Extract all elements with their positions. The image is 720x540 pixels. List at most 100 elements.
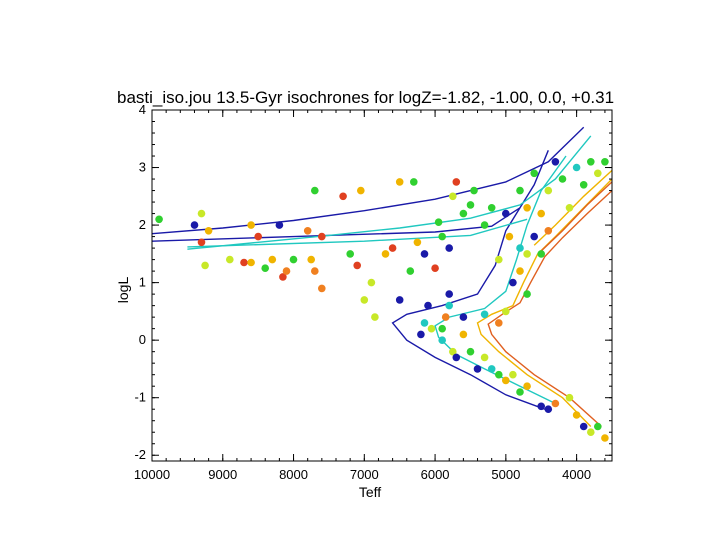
- x-tick-label: 10000: [134, 467, 170, 482]
- x-tick-label: 9000: [208, 467, 237, 482]
- star-point: [565, 204, 574, 212]
- star-point: [445, 301, 454, 310]
- star-point: [410, 178, 418, 186]
- star-point: [470, 186, 478, 195]
- star-point: [395, 178, 404, 186]
- star-point: [346, 250, 355, 258]
- star-point: [495, 255, 503, 264]
- star-point: [537, 402, 545, 411]
- star-point: [487, 365, 496, 373]
- star-point: [572, 163, 581, 172]
- star-point: [509, 370, 517, 379]
- star-point: [438, 232, 447, 241]
- star-point: [516, 186, 524, 195]
- star-point: [449, 192, 457, 201]
- star-point: [537, 209, 545, 218]
- isochrone-line-1-1: [187, 135, 592, 250]
- star-point: [587, 428, 595, 437]
- star-point: [587, 158, 595, 166]
- star-point: [438, 336, 447, 345]
- isochrone-line-0-2: [151, 207, 521, 242]
- x-tick-label: 7000: [350, 467, 379, 482]
- star-point: [495, 319, 503, 327]
- x-axis-label: Teff: [359, 484, 381, 500]
- star-point: [441, 313, 450, 321]
- star-point: [420, 319, 429, 327]
- star-point: [367, 278, 376, 287]
- star-point: [523, 382, 531, 391]
- y-tick-label: 4: [139, 102, 146, 117]
- star-point: [360, 296, 369, 304]
- star-point: [551, 399, 560, 408]
- star-point: [579, 181, 588, 189]
- star-point: [303, 227, 312, 235]
- star-point: [381, 250, 390, 258]
- star-point: [406, 267, 415, 275]
- isochrone-line-3-1: [540, 181, 613, 252]
- plot-frame: [151, 109, 613, 462]
- x-tick-label: 6000: [421, 467, 450, 482]
- star-point: [572, 411, 581, 419]
- y-axis-label: logL: [115, 277, 131, 304]
- star-point: [523, 204, 531, 212]
- star-point: [353, 261, 362, 270]
- y-tick-label: -1: [134, 390, 146, 405]
- star-point: [544, 186, 553, 195]
- star-point: [420, 250, 429, 258]
- star-point: [601, 158, 609, 166]
- star-point: [311, 186, 319, 195]
- x-tick-label: 5000: [491, 467, 520, 482]
- star-point: [438, 324, 447, 333]
- star-point: [307, 255, 316, 264]
- x-tick-label: 8000: [279, 467, 308, 482]
- star-point: [357, 186, 365, 195]
- star-point: [516, 388, 524, 396]
- star-point: [318, 232, 326, 241]
- isochrone-lines: [151, 126, 613, 428]
- y-tick-label: 3: [139, 160, 146, 175]
- star-point: [452, 353, 461, 362]
- star-point: [388, 244, 397, 252]
- star-point: [424, 301, 432, 310]
- star-points: [155, 158, 609, 442]
- star-point: [480, 310, 489, 319]
- star-point: [289, 255, 298, 264]
- star-point: [502, 376, 510, 385]
- star-point: [544, 405, 553, 414]
- star-point: [505, 232, 514, 241]
- star-point: [204, 227, 213, 235]
- star-point: [413, 238, 422, 247]
- star-point: [502, 307, 510, 316]
- star-point: [530, 232, 538, 241]
- star-point: [417, 330, 425, 339]
- star-point: [523, 250, 531, 258]
- star-point: [594, 169, 602, 178]
- star-point: [565, 393, 574, 402]
- axes: 10000 9000 8000 7000 6000 5000 4000 -2 -1 0 1 2 3 4: [134, 102, 613, 482]
- isochrone-line-0-0: [391, 150, 549, 410]
- star-point: [480, 353, 489, 362]
- star-point: [452, 178, 461, 186]
- star-point: [551, 158, 560, 166]
- star-point: [579, 422, 588, 431]
- star-point: [254, 232, 262, 241]
- star-point: [558, 175, 567, 183]
- star-point: [311, 267, 319, 275]
- star-point: [466, 201, 475, 209]
- y-tick-label: 2: [139, 217, 146, 232]
- star-point: [155, 215, 163, 224]
- star-point: [480, 221, 489, 229]
- star-point: [395, 296, 404, 304]
- star-point: [190, 221, 199, 229]
- star-point: [466, 347, 475, 356]
- star-point: [487, 204, 496, 212]
- star-point: [339, 192, 347, 201]
- star-point: [530, 169, 538, 178]
- isochrone-line-3-0: [487, 190, 613, 428]
- star-point: [502, 209, 510, 218]
- star-point: [371, 313, 379, 321]
- star-point: [240, 258, 248, 267]
- star-point: [537, 250, 545, 258]
- star-point: [544, 227, 553, 235]
